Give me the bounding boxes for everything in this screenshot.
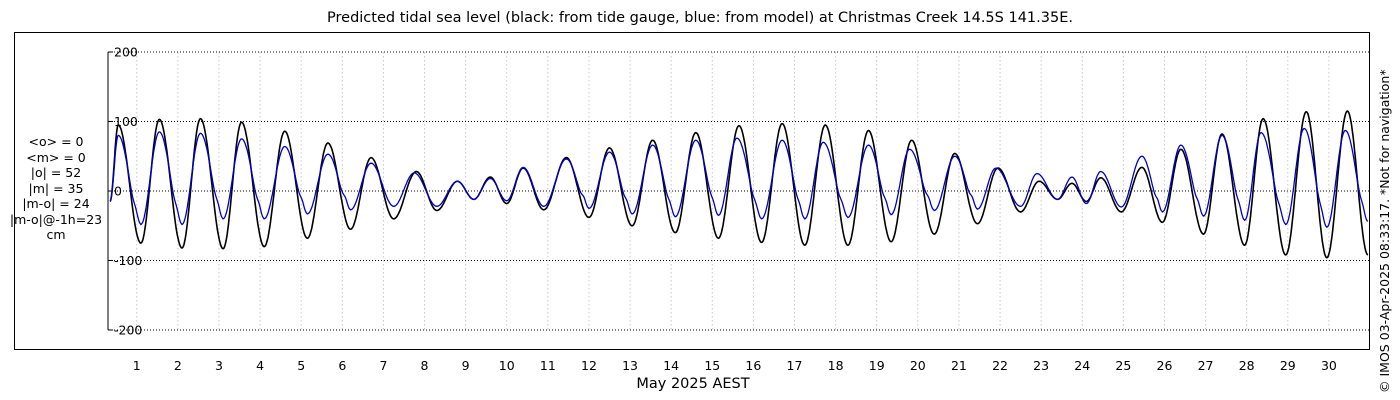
x-tick-label-29: 29 [1280, 358, 1296, 373]
x-tick-label-27: 27 [1198, 358, 1214, 373]
x-tick-label-30: 30 [1321, 358, 1337, 373]
x-tick-label-4: 4 [256, 358, 264, 373]
x-tick-label-12: 12 [581, 358, 597, 373]
stat-mean-model: <m> = 0 [26, 149, 86, 165]
y-tick-label-0: 0 [114, 184, 122, 199]
x-tick-label-20: 20 [910, 358, 926, 373]
series-line-gauge [109, 110, 1369, 259]
x-tick-label-2: 2 [174, 358, 182, 373]
x-axis-label: May 2025 AEST [636, 376, 750, 392]
y-tick-label--100: -100 [114, 253, 142, 268]
x-tick-label-3: 3 [215, 358, 223, 373]
stat-abs-diff: |m-o| = 24 [22, 196, 90, 211]
stat-abs-diff-lag: |m-o|@-1h=23 [9, 211, 103, 227]
stats-panel: <o> = 0 <m> = 0 |o| = 52 |m| = 35 |m-o| … [4, 134, 108, 243]
plot-frame [14, 32, 1370, 350]
x-tick-label-11: 11 [540, 358, 556, 373]
x-tick-label-23: 23 [1033, 358, 1049, 373]
x-tick-label-14: 14 [663, 358, 679, 373]
y-tick-label--200: -200 [114, 323, 142, 338]
x-tick-label-18: 18 [828, 358, 844, 373]
x-tick-label-6: 6 [338, 358, 346, 373]
x-tick-label-9: 9 [462, 358, 470, 373]
x-tick-label-17: 17 [787, 358, 803, 373]
x-tick-label-22: 22 [992, 358, 1008, 373]
x-tick-label-24: 24 [1074, 358, 1090, 373]
x-tick-label-21: 21 [951, 358, 967, 373]
stat-abs-observed: |o| = 52 [30, 165, 82, 180]
chart-title: Predicted tidal sea level (black: from t… [327, 10, 1073, 26]
stat-mean-observed: <o> = 0 [28, 134, 84, 149]
x-tick-label-8: 8 [421, 358, 429, 373]
x-tick-label-19: 19 [869, 358, 885, 373]
x-tick-label-10: 10 [499, 358, 515, 373]
x-tick-label-5: 5 [297, 358, 305, 373]
x-tick-label-26: 26 [1157, 358, 1173, 373]
x-tick-label-16: 16 [745, 358, 761, 373]
x-tick-label-28: 28 [1239, 358, 1255, 373]
y-tick-label-200: 200 [114, 45, 138, 60]
x-tick-label-15: 15 [704, 358, 720, 373]
stat-unit: cm [46, 227, 66, 242]
x-tick-label-25: 25 [1115, 358, 1131, 373]
stat-abs-model: |m| = 35 [28, 180, 84, 196]
series-line-model [109, 127, 1369, 229]
x-tick-label-1: 1 [133, 358, 141, 373]
x-tick-label-13: 13 [622, 358, 638, 373]
x-tick-label-7: 7 [379, 358, 387, 373]
credit-text: © IMOS 03-Apr-2025 08:33:17. *Not for na… [1377, 69, 1392, 393]
